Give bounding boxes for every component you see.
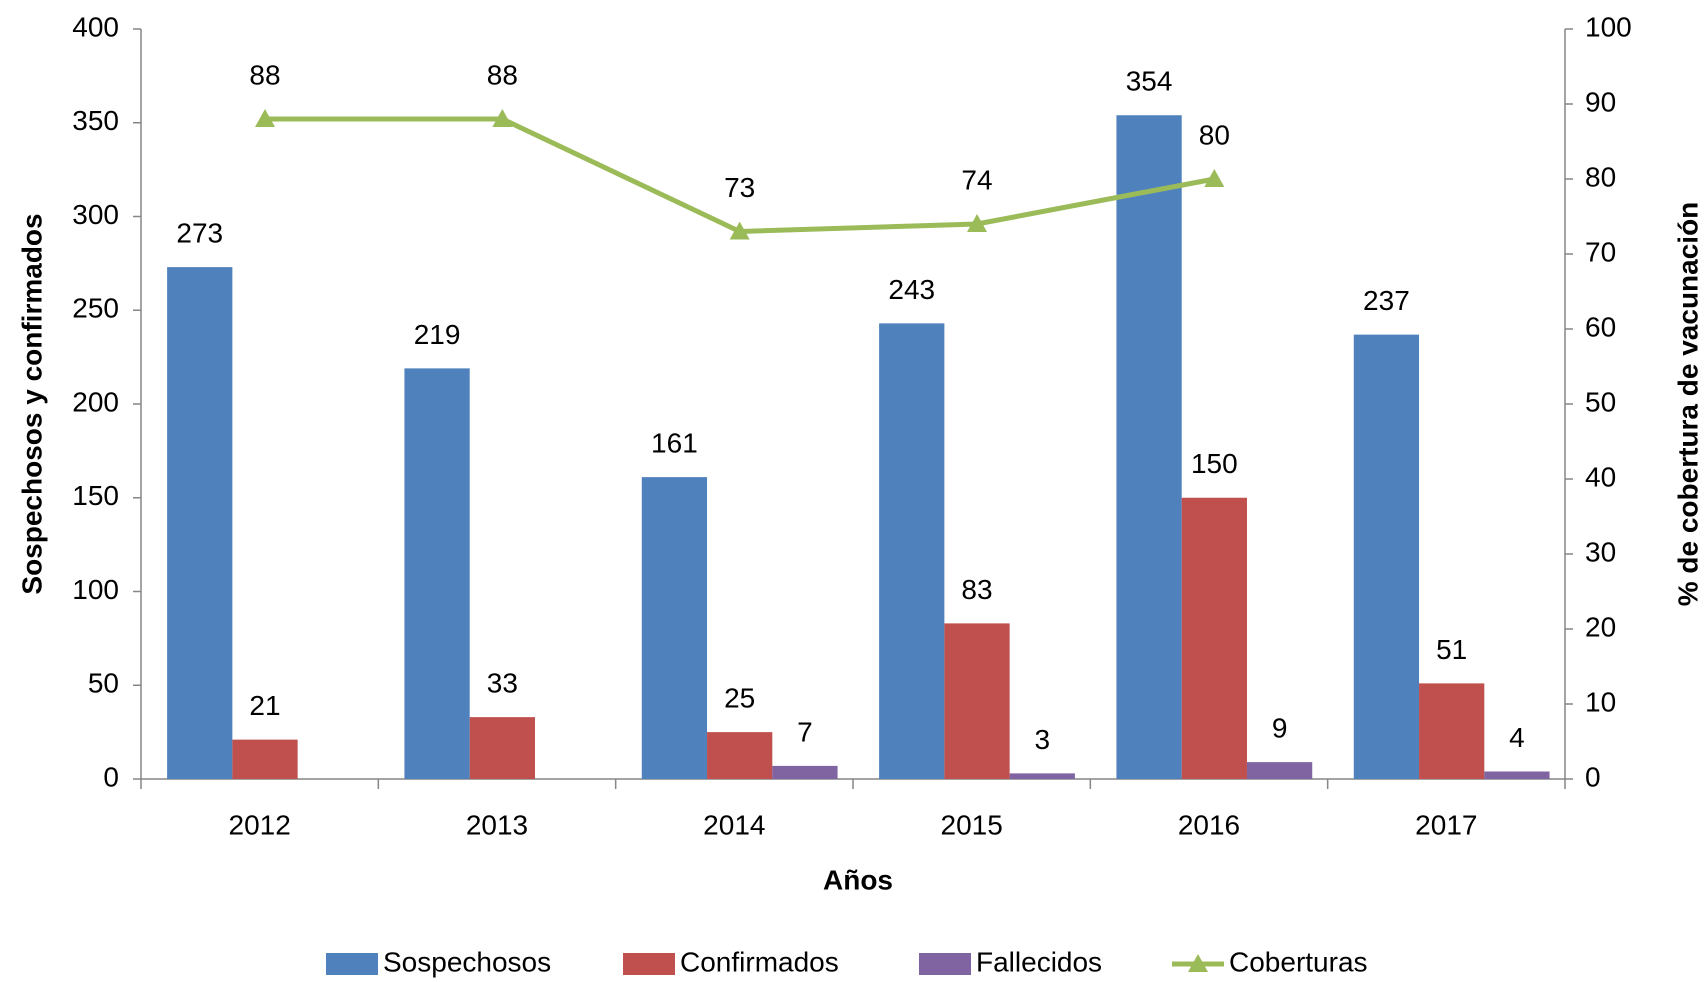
line-marker <box>255 109 276 127</box>
data-label: 3 <box>1034 724 1050 755</box>
legend-label: Confirmados <box>680 946 839 977</box>
legend-label: Sospechosos <box>383 946 551 977</box>
y-tick-label: 100 <box>72 574 119 605</box>
bar <box>641 477 708 779</box>
y2-tick-label: 20 <box>1585 611 1616 642</box>
y2-tick-label: 40 <box>1585 461 1616 492</box>
data-label: 219 <box>414 319 461 350</box>
data-label: 80 <box>1199 119 1230 150</box>
x-tick-label: 2013 <box>466 809 528 840</box>
y2-axis-title: % de cobertura de vacunación <box>1672 202 1703 607</box>
bar <box>167 267 233 779</box>
bar <box>1116 115 1182 779</box>
y-tick-label: 300 <box>72 199 119 230</box>
bar <box>232 739 298 779</box>
data-label: 88 <box>487 59 518 90</box>
bar <box>1419 683 1485 779</box>
y2-tick-label: 10 <box>1585 686 1616 717</box>
data-label: 25 <box>724 683 755 714</box>
legend-marker <box>1188 954 1208 972</box>
line-marker <box>729 221 750 240</box>
data-label: 7 <box>797 716 813 747</box>
data-label: 9 <box>1272 713 1288 744</box>
bar <box>707 732 773 779</box>
y2-tick-label: 60 <box>1585 311 1616 342</box>
data-label: 161 <box>651 428 698 459</box>
x-tick-label: 2014 <box>703 809 765 840</box>
y-tick-label: 200 <box>72 386 119 417</box>
data-label: 21 <box>249 690 280 721</box>
data-label: 83 <box>961 574 992 605</box>
line-marker <box>1204 169 1225 187</box>
line-marker <box>492 109 513 127</box>
y-tick-label: 150 <box>72 480 119 511</box>
y-tick-label: 250 <box>72 293 119 324</box>
y-tick-label: 50 <box>88 668 119 699</box>
y-tick-label: 0 <box>103 761 119 792</box>
y2-tick-label: 30 <box>1585 536 1616 567</box>
data-label: 33 <box>487 668 518 699</box>
data-label: 354 <box>1126 66 1173 97</box>
y2-tick-label: 90 <box>1585 86 1616 117</box>
data-label: 237 <box>1363 285 1410 316</box>
y-tick-label: 400 <box>72 11 119 42</box>
y2-tick-label: 0 <box>1585 761 1601 792</box>
legend-swatch <box>919 953 971 975</box>
y-axis-title: Sospechosos y confirmados <box>16 213 47 594</box>
y-tick-label: 350 <box>72 105 119 136</box>
legend-label: Coberturas <box>1229 946 1368 977</box>
x-tick-label: 2017 <box>1415 809 1477 840</box>
bar <box>1181 497 1247 779</box>
bar <box>879 323 945 779</box>
data-label: 74 <box>961 164 992 195</box>
legend-swatch <box>623 953 675 975</box>
y2-tick-label: 50 <box>1585 386 1616 417</box>
data-label: 243 <box>888 274 935 305</box>
bar <box>1009 773 1075 779</box>
x-tick-label: 2016 <box>1178 809 1240 840</box>
bar <box>944 623 1010 779</box>
line-marker <box>967 214 988 232</box>
x-tick-label: 2012 <box>229 809 291 840</box>
y2-tick-label: 100 <box>1585 11 1632 42</box>
bar <box>772 765 838 779</box>
data-label: 150 <box>1191 448 1238 479</box>
y2-tick-label: 80 <box>1585 161 1616 192</box>
data-label: 51 <box>1436 634 1467 665</box>
data-label: 4 <box>1509 722 1525 753</box>
bar <box>1246 762 1313 779</box>
y2-tick-label: 70 <box>1585 236 1616 267</box>
bar <box>1484 771 1550 779</box>
legend-swatch <box>326 953 378 975</box>
legend-label: Fallecidos <box>976 946 1102 977</box>
bar <box>1353 334 1420 779</box>
bar <box>469 717 535 779</box>
x-axis-title: Años <box>823 864 893 895</box>
bar <box>404 368 470 779</box>
data-label: 73 <box>724 172 755 203</box>
data-label: 88 <box>249 59 280 90</box>
data-label: 273 <box>176 218 223 249</box>
x-tick-label: 2015 <box>941 809 1003 840</box>
